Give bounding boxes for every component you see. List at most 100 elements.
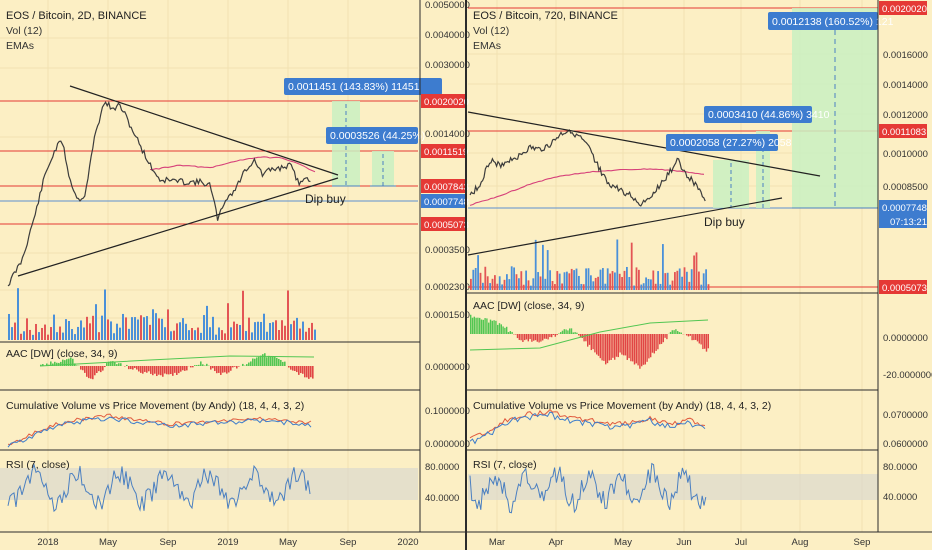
- right-volume-bar: [470, 278, 472, 290]
- right-aac-bar: [637, 334, 639, 366]
- left-symbol-title[interactable]: EOS / Bitcoin, 2D, BINANCE: [6, 10, 147, 22]
- right-measure-box-top[interactable]: [768, 12, 878, 30]
- right-cvpm-title[interactable]: Cumulative Volume vs Price Movement (by …: [473, 400, 771, 412]
- right-time-axis[interactable]: Mar Apr May Jun Jul Aug Sep: [489, 537, 871, 548]
- right-aac-bar: [603, 334, 605, 361]
- left-price-tag-p7-text: 0.0007748: [424, 197, 469, 208]
- right-measure-box-mid[interactable]: [704, 106, 812, 123]
- right-volume-bar: [695, 252, 698, 290]
- right-volume-bar: [479, 272, 482, 290]
- right-aac-bar: [632, 334, 634, 362]
- left-aac-bar: [140, 366, 142, 373]
- right-aac-bar: [660, 334, 663, 344]
- right-aac-title[interactable]: AAC [DW] (close, 34, 9): [473, 300, 584, 312]
- right-aac-bar: [484, 318, 486, 334]
- right-aac-bar: [691, 334, 693, 341]
- right-measure-box-low[interactable]: [666, 134, 778, 151]
- left-volume-bar: [299, 328, 301, 340]
- left-aac-bar: [168, 366, 170, 375]
- left-aac-bar: [50, 361, 52, 366]
- left-aac-bar: [70, 357, 72, 366]
- left-aac-bar: [298, 366, 300, 375]
- left-volume-bar: [167, 309, 169, 340]
- left-volume-bar: [92, 315, 94, 340]
- right-volume-bar: [580, 283, 583, 290]
- right-volume-bar: [594, 277, 597, 290]
- left-volume-bar: [269, 323, 271, 340]
- right-ascending-trendline[interactable]: [467, 197, 783, 256]
- left-aac-bar: [226, 366, 228, 374]
- left-aac-bar: [130, 366, 132, 370]
- right-aac-bar: [669, 331, 672, 334]
- left-rsi-title[interactable]: RSI (7, close): [6, 459, 70, 471]
- right-volume-bar: [582, 284, 585, 290]
- right-price-tag-p7: [879, 200, 927, 214]
- left-aac-bar: [84, 366, 86, 373]
- left-volume-bar: [278, 330, 280, 340]
- right-volume-bar: [585, 268, 587, 290]
- left-aac-bar: [246, 364, 248, 366]
- left-volume-bar: [293, 320, 295, 340]
- left-price-label-p1: 0.0040000: [425, 30, 470, 41]
- right-aac-bar: [686, 334, 688, 336]
- right-aac-bar: [698, 334, 700, 344]
- left-measure-box-small[interactable]: [326, 127, 418, 144]
- right-volume-bar: [537, 272, 539, 290]
- left-volume-bar: [68, 321, 70, 340]
- right-aac-bar: [516, 334, 519, 339]
- left-volume-bars: [8, 288, 316, 340]
- left-aac-bar: [174, 366, 176, 373]
- left-volume-bar: [179, 322, 181, 340]
- left-volume-bar: [176, 323, 178, 340]
- right-aac-bar: [707, 334, 709, 349]
- left-measure-box-big[interactable]: [284, 78, 442, 95]
- left-volume-bar: [26, 318, 28, 340]
- right-symbol-title[interactable]: EOS / Bitcoin, 720, BINANCE: [473, 10, 618, 22]
- left-volume-bar: [131, 317, 133, 340]
- left-price-label-p10: 0.0002300: [425, 282, 470, 293]
- right-aac-bar: [610, 334, 612, 360]
- left-chart-pane[interactable]: Dip buy 0.0011451 (143.83%) 11451 0.0003…: [0, 0, 470, 548]
- left-cvpm-scale-label-2: 0.0000000: [425, 439, 470, 450]
- right-rsi-title[interactable]: RSI (7, close): [473, 459, 537, 471]
- right-aac-bar: [567, 330, 569, 334]
- right-emas-legend[interactable]: EMAs: [473, 40, 501, 52]
- right-descending-trendline[interactable]: [467, 111, 821, 177]
- right-aac-bar: [475, 317, 477, 334]
- left-volume-bar: [14, 322, 16, 340]
- left-volume-bar: [116, 323, 118, 340]
- left-volume-bar: [212, 316, 214, 340]
- right-vol-legend[interactable]: Vol (12): [473, 25, 509, 37]
- left-aac-bar: [160, 366, 162, 376]
- left-ascending-trendline[interactable]: [17, 177, 339, 277]
- right-volume-bar: [700, 284, 703, 290]
- pane-divider[interactable]: [465, 0, 467, 550]
- left-aac-bar: [116, 364, 118, 366]
- left-aac-scale-label: 0.0000000: [425, 362, 470, 373]
- left-price-label-p11: 0.0001500: [425, 310, 470, 321]
- right-aac-bar: [565, 329, 567, 334]
- right-volume-bar: [518, 278, 520, 290]
- left-volume-bar: [20, 333, 22, 340]
- right-volume-bar: [609, 273, 611, 290]
- right-aac-bar: [554, 334, 556, 337]
- left-aac-bar: [64, 360, 66, 366]
- right-aac-bar: [480, 319, 483, 334]
- right-chart-pane[interactable]: Dip buy 0.0012138 (160.52%) 121 0.000341…: [467, 0, 932, 548]
- left-vol-legend[interactable]: Vol (12): [6, 25, 42, 37]
- right-aac-bar: [497, 324, 499, 334]
- right-aac-bar: [626, 334, 628, 360]
- right-rsi-line: [469, 462, 707, 514]
- left-emas-legend[interactable]: EMAs: [6, 40, 34, 52]
- right-price-tag-p8: [879, 280, 927, 294]
- left-time-axis[interactable]: 2018 May Sep 2019 May Sep 2020: [37, 537, 418, 548]
- right-volume-bar: [566, 271, 568, 290]
- left-aac-title[interactable]: AAC [DW] (close, 34, 9): [6, 348, 117, 360]
- right-volume-bar: [482, 282, 484, 290]
- right-aac-bar: [695, 334, 697, 340]
- left-descending-trendline[interactable]: [69, 85, 339, 176]
- left-cvpm-title[interactable]: Cumulative Volume vs Price Movement (by …: [6, 400, 304, 412]
- right-volume-bar: [604, 283, 607, 290]
- right-aac-bar: [635, 334, 637, 364]
